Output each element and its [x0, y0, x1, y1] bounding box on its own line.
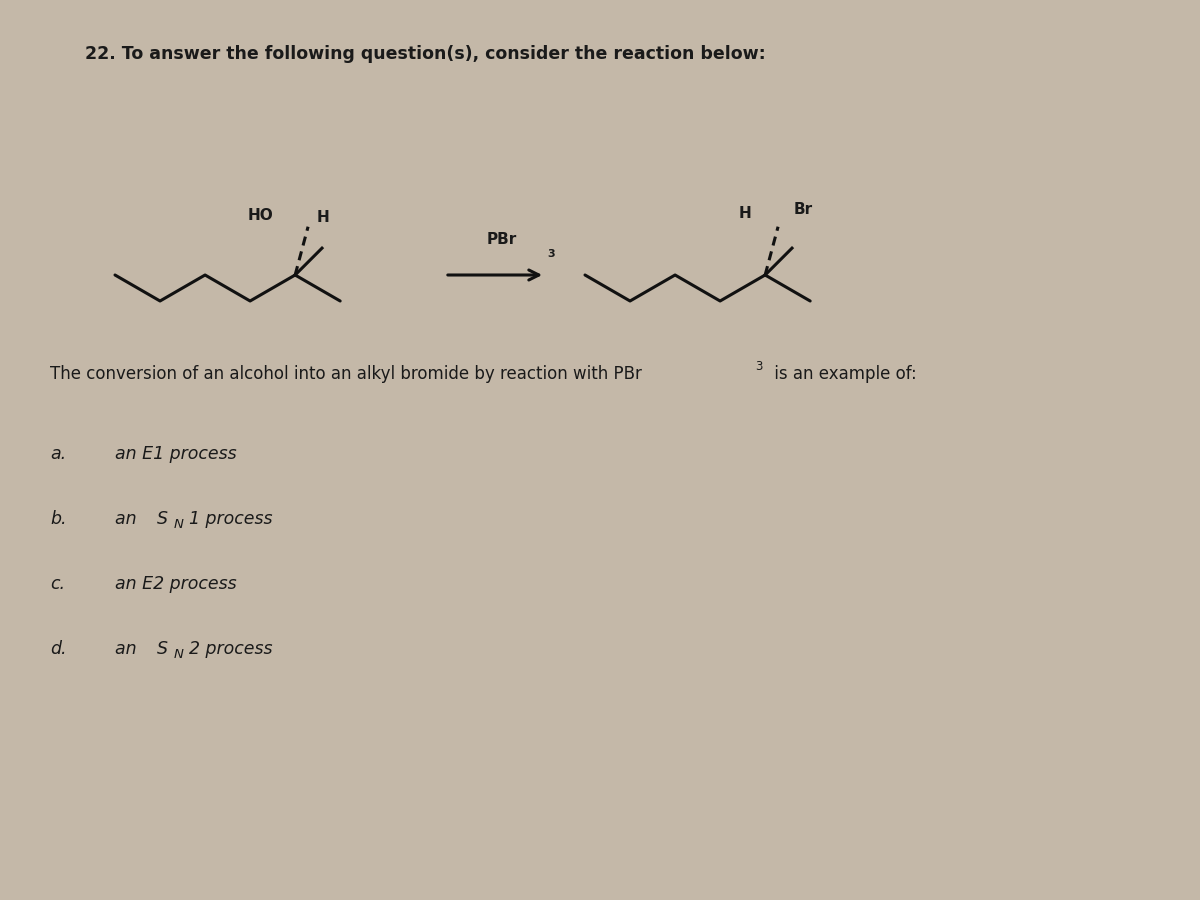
Text: an: an — [115, 510, 142, 528]
Text: 2 process: 2 process — [190, 640, 272, 658]
Text: PBr: PBr — [487, 232, 517, 247]
Text: an E1 process: an E1 process — [115, 445, 236, 463]
Text: N: N — [174, 518, 184, 530]
Text: c.: c. — [50, 575, 65, 593]
Text: an E2 process: an E2 process — [115, 575, 236, 593]
Text: H: H — [739, 205, 751, 220]
Text: an: an — [115, 640, 142, 658]
Text: b.: b. — [50, 510, 66, 528]
Text: 3: 3 — [547, 249, 554, 259]
Text: 1 process: 1 process — [190, 510, 272, 528]
Text: 22. To answer the following question(s), consider the reaction below:: 22. To answer the following question(s),… — [85, 45, 766, 63]
Text: HO: HO — [247, 208, 274, 222]
Text: 3: 3 — [755, 360, 762, 373]
Text: a.: a. — [50, 445, 66, 463]
Text: Br: Br — [793, 202, 812, 218]
Text: S: S — [157, 510, 168, 528]
Text: d.: d. — [50, 640, 66, 658]
Text: is an example of:: is an example of: — [769, 365, 917, 383]
Text: The conversion of an alcohol into an alkyl bromide by reaction with PBr: The conversion of an alcohol into an alk… — [50, 365, 642, 383]
Text: N: N — [174, 647, 184, 661]
Text: H: H — [317, 210, 330, 224]
Text: S: S — [157, 640, 168, 658]
